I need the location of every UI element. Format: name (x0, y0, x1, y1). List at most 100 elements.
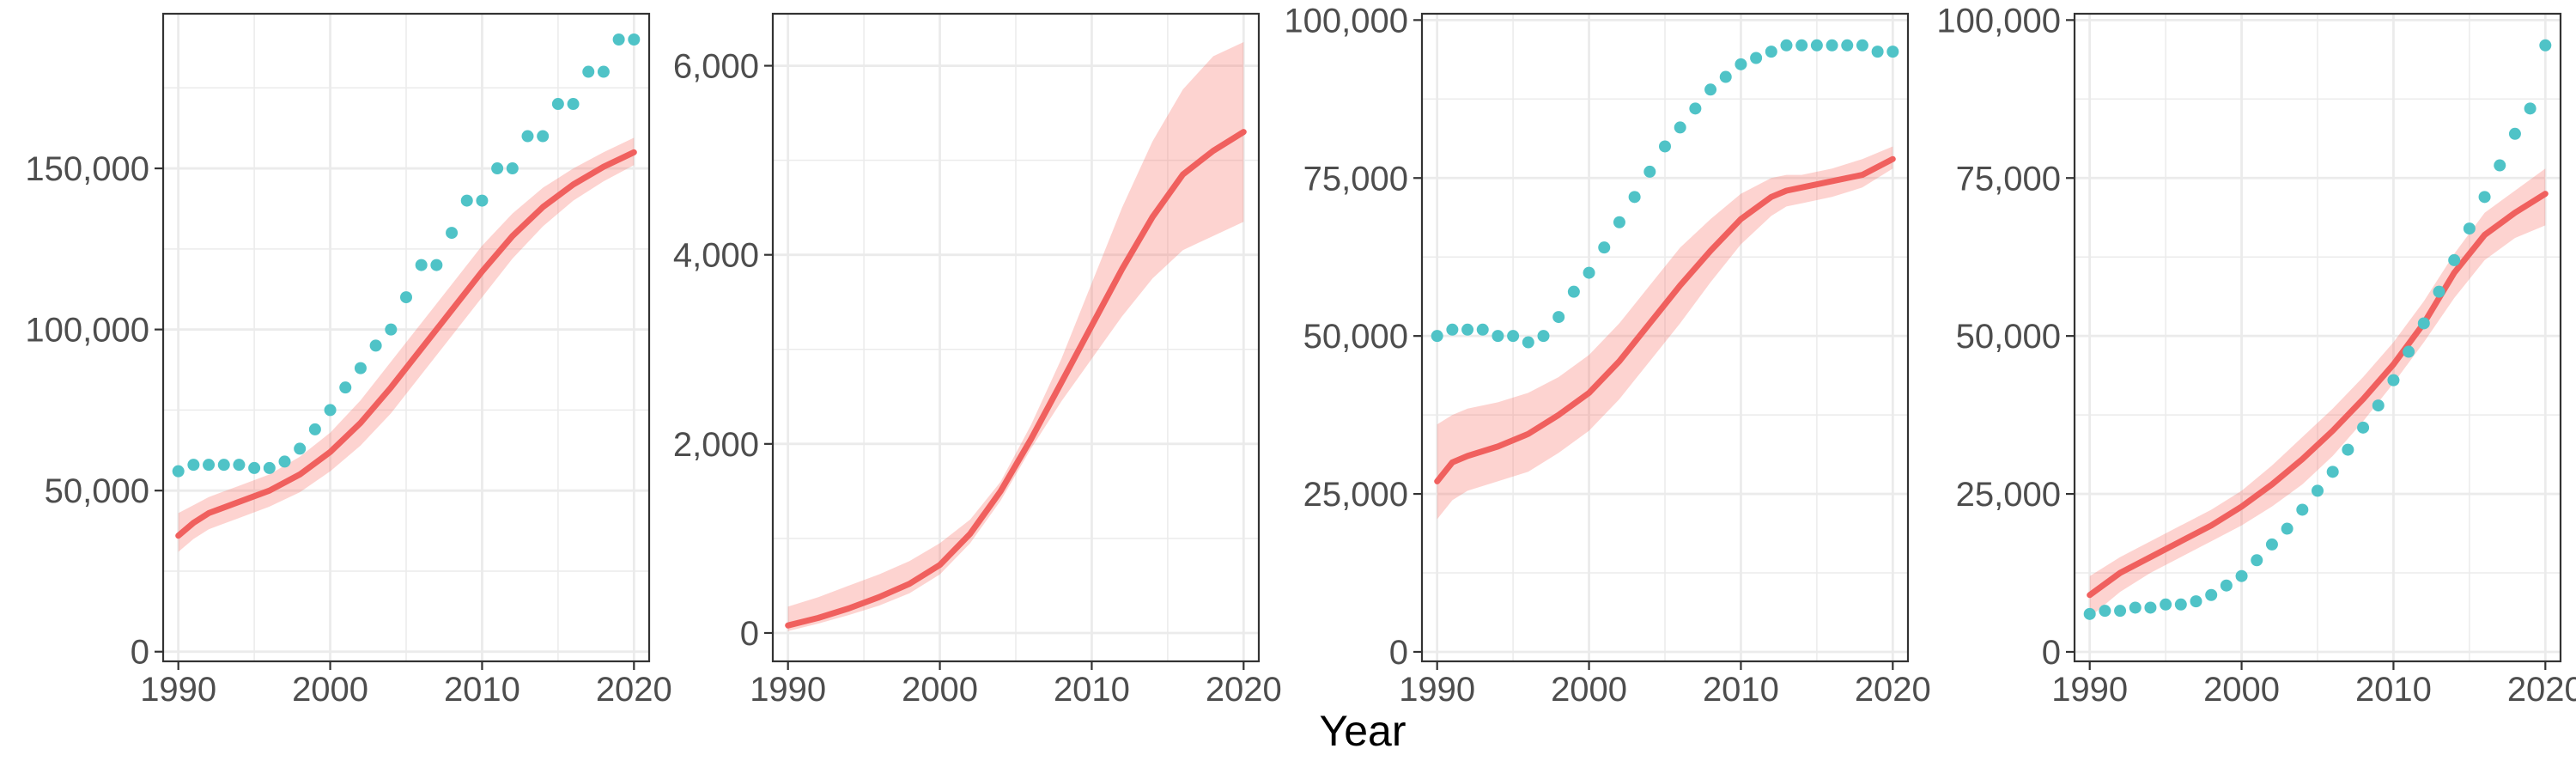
data-point (2083, 607, 2096, 620)
data-point (263, 461, 276, 474)
data-point (2114, 605, 2127, 618)
data-point (2099, 605, 2111, 618)
data-point (2129, 601, 2142, 614)
data-point (628, 33, 641, 46)
y-tick-label: 4,000 (673, 237, 759, 275)
data-point (294, 442, 307, 455)
data-point (217, 459, 230, 472)
data-point (2265, 538, 2278, 551)
data-point (2326, 466, 2339, 478)
data-point (1507, 330, 1520, 343)
data-point (597, 65, 610, 78)
data-point (2312, 484, 2324, 497)
data-point (1583, 266, 1595, 279)
data-point (1476, 323, 1489, 336)
data-point (612, 33, 625, 46)
data-point (1886, 46, 1899, 58)
data-point (1765, 46, 1777, 58)
data-point (369, 339, 382, 352)
y-tick-label: 50,000 (45, 472, 149, 510)
data-point (385, 323, 398, 336)
data-point (2342, 443, 2354, 456)
panel-3: 1990 2000 2010 2020 0 25,000 50,000 75,000 100,0… (1284, 2, 1930, 709)
confidence-band (1437, 146, 1893, 520)
data-point (2372, 399, 2385, 412)
data-point (248, 461, 261, 474)
data-point (2144, 601, 2157, 614)
confidence-band (178, 137, 635, 552)
data-point (2281, 522, 2293, 535)
y-tick-label: 75,000 (1956, 160, 2061, 198)
data-point (1643, 165, 1656, 178)
x-tick-label: 2010 (444, 671, 520, 709)
trend-line (2087, 191, 2549, 599)
x-tick-label: 1990 (2051, 671, 2128, 709)
data-point (521, 130, 534, 143)
data-point (400, 291, 412, 304)
x-axis-title: Year (1319, 707, 1406, 755)
data-point (2205, 588, 2218, 601)
x-tick-label: 2020 (1855, 671, 1931, 709)
y-tick-label: 100,000 (1284, 2, 1408, 40)
x-tick-label: 1990 (140, 671, 216, 709)
data-point (2190, 595, 2202, 608)
data-point (2478, 191, 2491, 204)
y-tick-label: 50,000 (1956, 318, 2061, 356)
x-tick-label: 2020 (596, 671, 672, 709)
data-point (1446, 323, 1459, 336)
data-point (2508, 127, 2521, 140)
data-point (2403, 345, 2415, 358)
data-point (2235, 569, 2248, 582)
data-point (278, 455, 291, 468)
data-point (2387, 374, 2400, 386)
data-point (582, 65, 595, 78)
data-point (1810, 39, 1823, 52)
data-point (1461, 323, 1474, 336)
data-point (1735, 58, 1747, 70)
data-point (2251, 554, 2263, 567)
data-point (1659, 140, 1671, 153)
data-point (1780, 39, 1793, 52)
data-point (203, 459, 216, 472)
data-point (2160, 598, 2172, 611)
trend-line (175, 149, 637, 539)
panel-1: 1990 2000 2010 2020 0 50,000 100,000 150,000 (25, 12, 672, 709)
data-point (1871, 46, 1884, 58)
x-tick-label: 1990 (1399, 671, 1475, 709)
x-tick-label: 2000 (292, 671, 368, 709)
y-tick-label: 150,000 (25, 150, 149, 188)
x-tick-label: 2000 (1551, 671, 1627, 709)
data-point (2539, 39, 2552, 52)
x-tick-label: 2020 (2507, 671, 2576, 709)
data-point (1841, 39, 1854, 52)
data-point (2463, 222, 2476, 235)
data-point (187, 459, 200, 472)
data-point (1704, 83, 1717, 96)
panel-4: 1990 2000 2010 2020 0 25,000 50,000 75,000 100,0… (1936, 2, 2576, 709)
data-point (1795, 39, 1808, 52)
y-tick-label: 25,000 (1303, 476, 1408, 514)
x-tick-label: 2010 (1054, 671, 1130, 709)
y-tick-label: 100,000 (25, 312, 149, 350)
data-point (1598, 241, 1611, 254)
confidence-band (787, 42, 1244, 631)
x-tick-label: 2000 (2203, 671, 2280, 709)
x-tick-label: 2010 (1703, 671, 1779, 709)
data-point (2524, 102, 2537, 115)
data-point (2357, 421, 2370, 434)
y-tick-label: 0 (740, 615, 759, 653)
data-point (172, 465, 185, 478)
data-point (1537, 330, 1550, 343)
data-point (506, 162, 519, 175)
data-point (476, 194, 489, 207)
data-point (2174, 598, 2187, 611)
x-tick-label: 2010 (2355, 671, 2432, 709)
y-tick-label: 2,000 (673, 426, 759, 464)
data-point (233, 459, 246, 472)
trend-line (1434, 155, 1896, 484)
data-point (1628, 191, 1641, 204)
confidence-band (2089, 168, 2546, 618)
data-point (415, 259, 428, 271)
data-point (1431, 330, 1443, 343)
